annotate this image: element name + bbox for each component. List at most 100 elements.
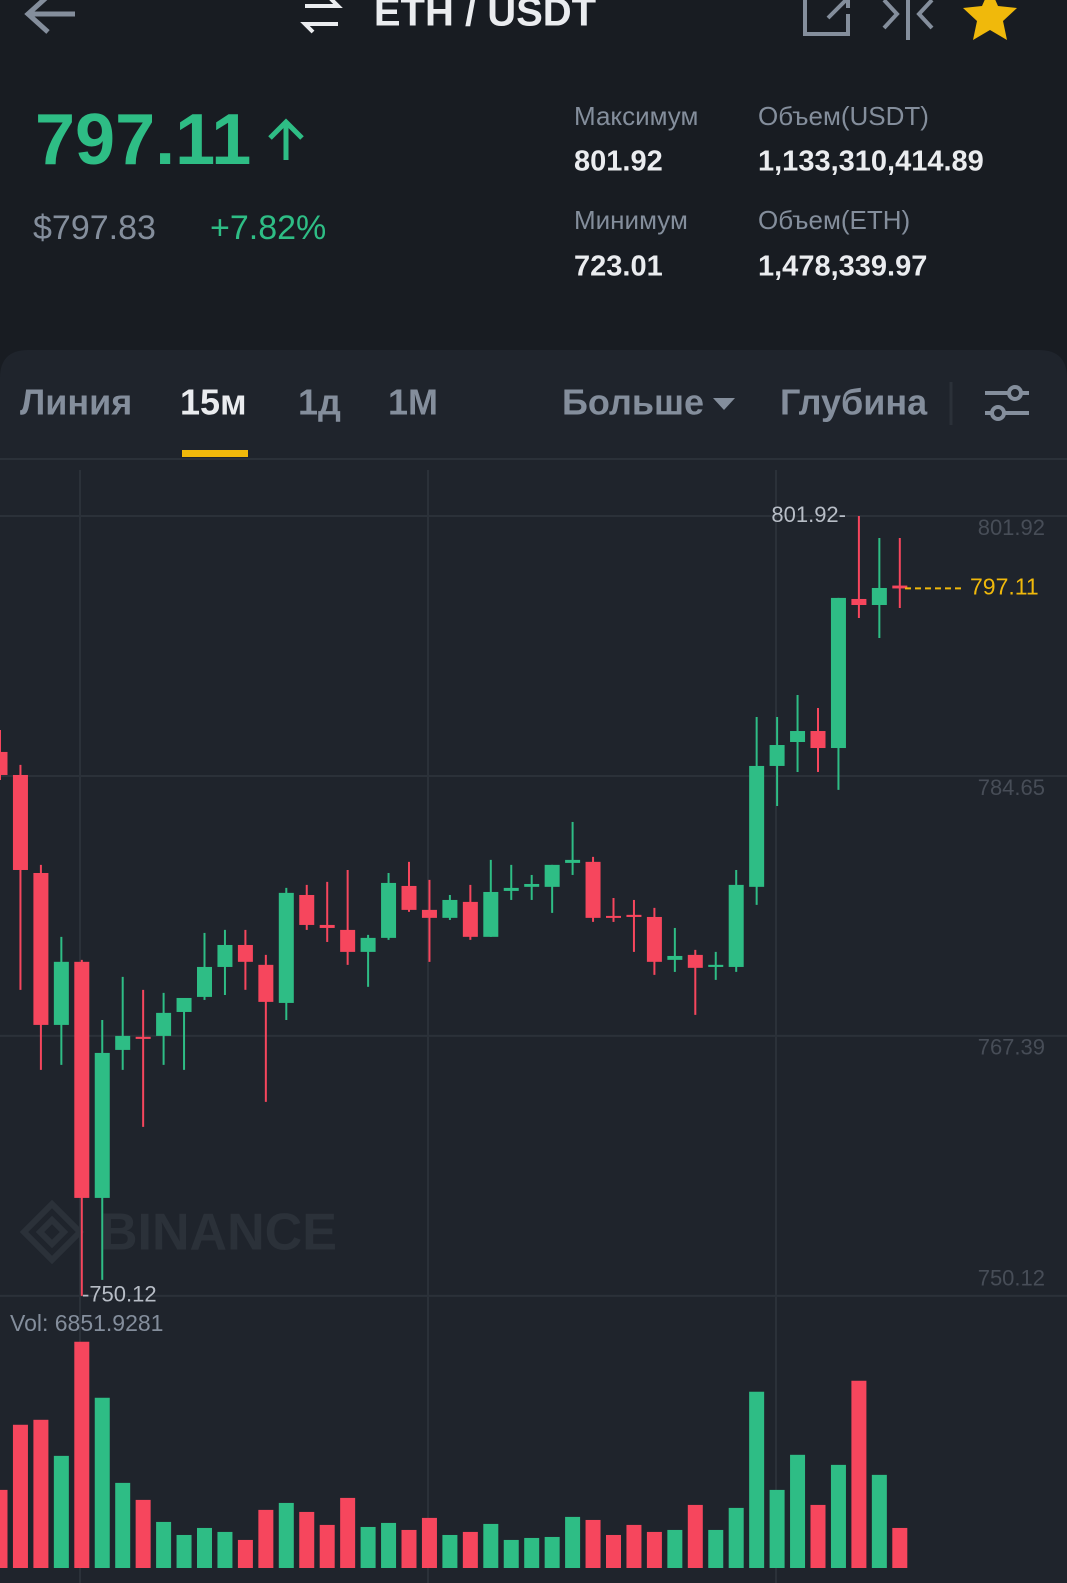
candle-body [381, 882, 397, 938]
volume-bar [687, 1504, 703, 1568]
stat-label: Максимум [574, 101, 698, 131]
volume-label: Vol: 6851.9281 [10, 1310, 163, 1336]
volume-bar [176, 1534, 192, 1568]
candle-body [708, 964, 724, 967]
volume-bar [483, 1523, 499, 1568]
volume-bar [708, 1529, 724, 1568]
candle-body [585, 861, 601, 918]
swap-icon[interactable] [300, 0, 343, 34]
stat-label: Объем(ETH) [758, 205, 910, 235]
volume-bar [585, 1519, 601, 1568]
stat-value: 723.01 [574, 251, 663, 283]
volume-bar [769, 1489, 785, 1568]
volume-bar [830, 1464, 846, 1568]
volume-bar [749, 1391, 765, 1568]
tab[interactable]: 1М [388, 382, 438, 423]
candle-body [12, 774, 28, 870]
candle-body [544, 864, 560, 887]
candle-body [156, 1012, 172, 1036]
dropdown-caret [713, 398, 735, 410]
candle-body [790, 731, 806, 743]
stat-value: 801.92 [574, 146, 663, 178]
volume-bar [115, 1482, 131, 1568]
volume-bar [197, 1527, 212, 1568]
stat-value: 1,133,310,414.89 [758, 146, 984, 178]
watermark: BINANCE [100, 1204, 337, 1262]
y-tick-label: 801.92 [978, 515, 1045, 540]
volume-bar [790, 1454, 806, 1568]
volume-bar [74, 1341, 90, 1568]
volume-bar [360, 1526, 376, 1568]
volume-bar [53, 1455, 69, 1568]
volume-bar [421, 1517, 437, 1568]
tab[interactable]: 15м [180, 382, 247, 423]
candle-body [217, 944, 233, 967]
candle-body [483, 891, 499, 937]
volume-bar [381, 1522, 397, 1568]
candle-body [442, 899, 458, 918]
low-annotation: -750.12 [82, 1282, 157, 1307]
up-arrow [268, 118, 304, 160]
usd-price: $797.83 [33, 209, 156, 247]
volume-bar [319, 1524, 335, 1568]
candle-body [319, 924, 335, 928]
volume-bar [565, 1516, 581, 1568]
candle-body [135, 1036, 151, 1039]
volume-bar [871, 1474, 887, 1568]
candle-body [606, 915, 621, 918]
candle-body [115, 1035, 131, 1050]
candle-body [401, 885, 417, 910]
volume-bar [340, 1497, 356, 1568]
compare-icon[interactable] [882, 0, 934, 40]
back-button[interactable] [24, 0, 75, 34]
volume-bar [442, 1534, 458, 1568]
active-tab-indicator [182, 450, 248, 457]
price-change: +7.82% [210, 209, 326, 247]
candle-body [524, 883, 540, 887]
high-annotation: 801.92- [771, 502, 846, 527]
chart-panel [0, 350, 1067, 1583]
candle-body [360, 937, 376, 952]
candle-body [237, 944, 253, 962]
stat-label: Объем(USDT) [758, 101, 929, 131]
tab[interactable]: Глубина [780, 382, 928, 423]
volume-bar [135, 1499, 151, 1568]
candle-body [299, 894, 315, 925]
tab[interactable]: Больше [562, 382, 704, 423]
favorite-star[interactable] [963, 0, 1017, 40]
candle-body [851, 598, 867, 605]
volume-bar [667, 1529, 683, 1568]
watermark-logo [19, 1199, 85, 1265]
pair-title: ETH / USDT [374, 0, 596, 35]
share-icon[interactable] [803, 0, 850, 36]
settings-knob [990, 405, 1006, 421]
candle-body [53, 961, 69, 1025]
stat-value: 1,478,339.97 [758, 251, 927, 283]
volume-bar [646, 1531, 662, 1568]
volume-bar [503, 1539, 519, 1568]
tab[interactable]: Линия [20, 382, 132, 423]
y-tick-label: 767.39 [978, 1035, 1045, 1060]
candle-body [749, 765, 765, 887]
volume-bar [544, 1536, 560, 1568]
volume-bar [299, 1511, 315, 1568]
volume-bar [462, 1531, 478, 1568]
candle-body [892, 585, 908, 589]
candle-body [565, 859, 581, 863]
candle-body [728, 884, 744, 967]
candle-body [74, 961, 90, 1198]
volume-bar [33, 1419, 49, 1568]
candle-body [94, 1052, 110, 1198]
candle-body [176, 997, 192, 1012]
candle-body [871, 587, 887, 605]
volume-bar [401, 1529, 417, 1568]
candle-body [687, 954, 703, 968]
candle-body [646, 916, 662, 962]
last-price-label: 797.11 [970, 574, 1039, 600]
candle-body [0, 751, 8, 775]
tab[interactable]: 1д [298, 382, 341, 423]
y-tick-label: 784.65 [978, 775, 1045, 800]
volume-bar [851, 1380, 867, 1568]
candle-body [810, 731, 826, 749]
